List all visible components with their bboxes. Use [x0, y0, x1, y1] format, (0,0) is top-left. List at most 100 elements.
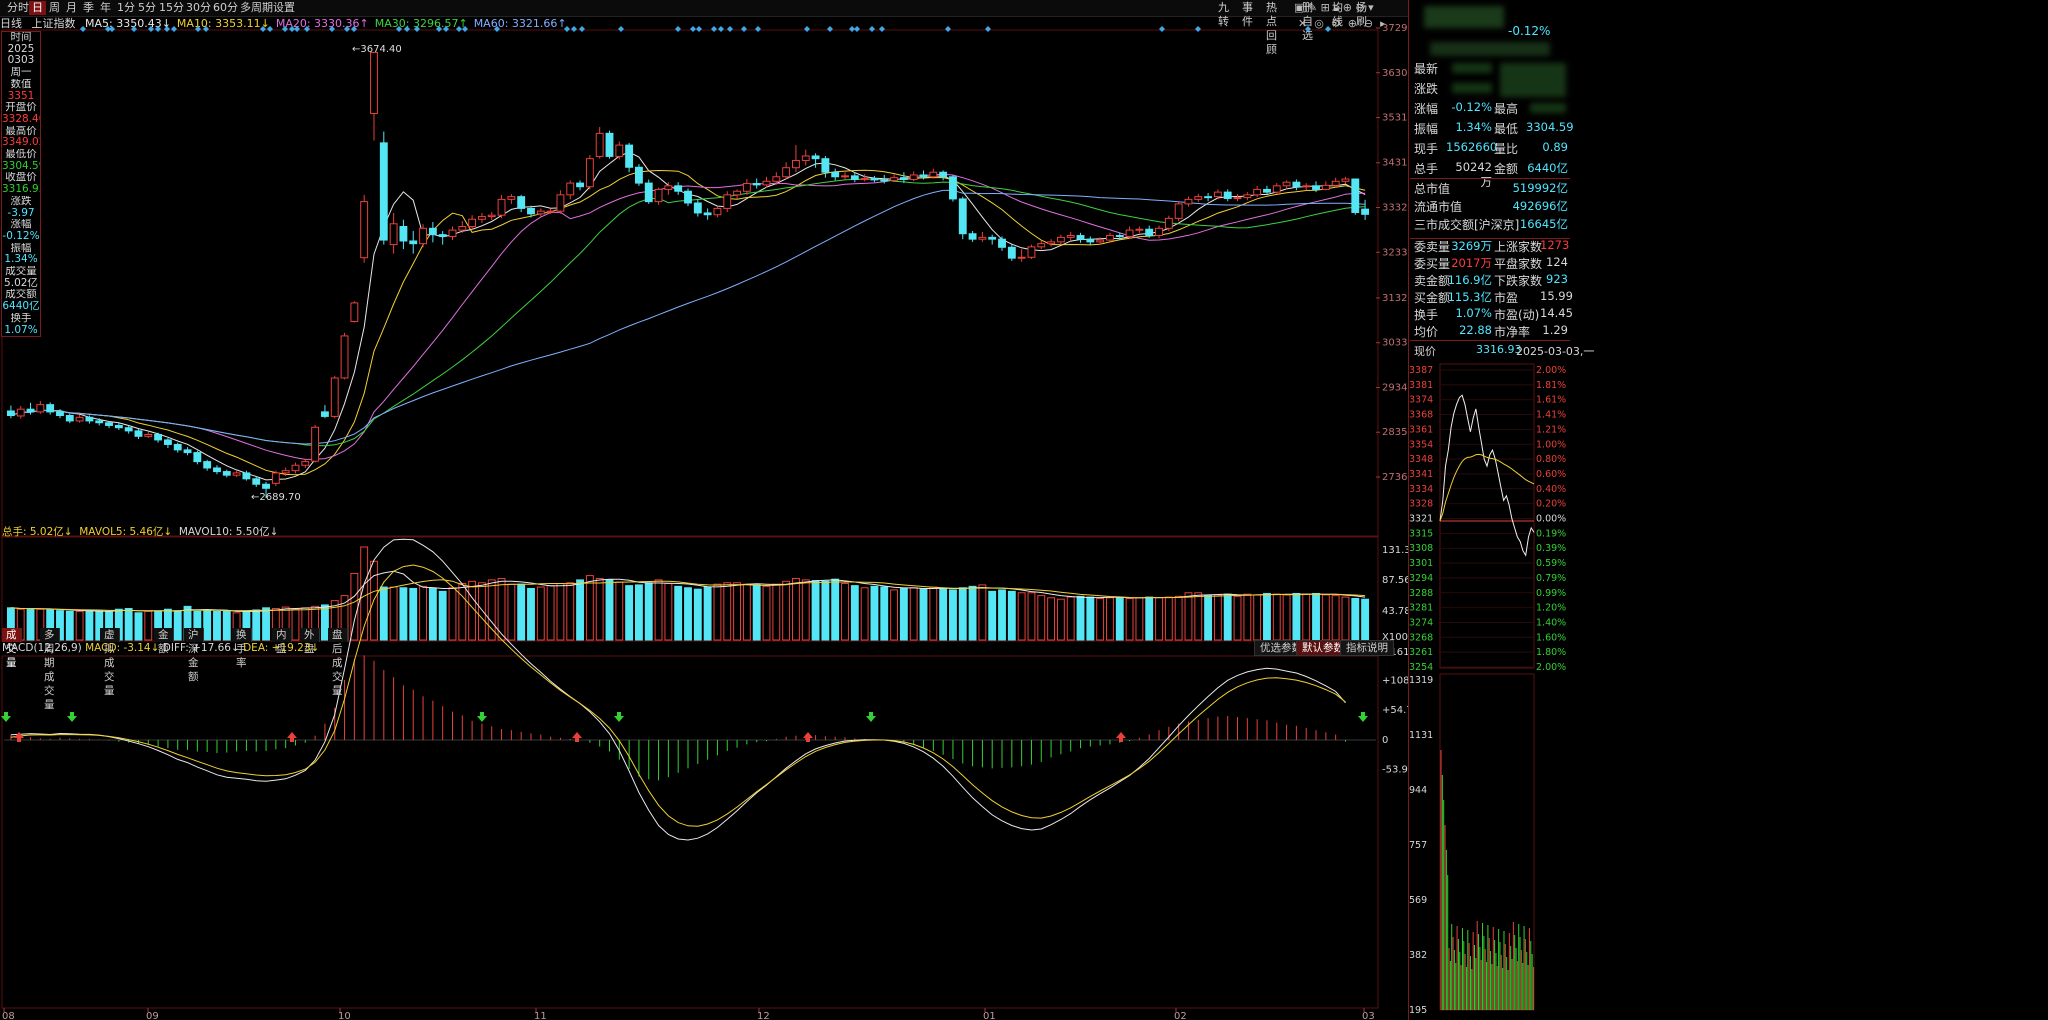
kline-chart[interactable]: 3729 3630 3531 3431 3332 3233 3132 3033 2934 2835…	[0, 16, 1408, 1020]
breadth-value2-0: 1273	[1540, 238, 1570, 252]
vol-axis-label-0: 131.35万	[1382, 545, 1408, 556]
signal-diamond-28	[571, 26, 577, 32]
image-icon[interactable]: ▣	[1294, 1, 1305, 14]
volume-bar	[625, 585, 634, 641]
volume-legend: 总手: 5.02亿↓ MAVOL5: 5.46亿↓ MAVOL10: 5.50亿…	[2, 524, 278, 539]
breadth-label2-1: 平盘家数	[1494, 257, 1543, 271]
target-icon[interactable]: ◎	[1314, 17, 1324, 30]
quote-value2-redacted-2	[1530, 103, 1566, 113]
settings-icon[interactable]: ⚙	[1330, 17, 1341, 30]
period-button-3[interactable]: 月	[66, 1, 77, 14]
quote-label2-2: 最高	[1494, 102, 1519, 116]
volume-tab-1[interactable]: 多周期成交量	[40, 628, 60, 711]
candle	[556, 190, 565, 214]
period-button-7[interactable]: 5分	[138, 1, 156, 14]
candle	[340, 332, 349, 380]
x-label-5: 01	[983, 1011, 996, 1020]
candle	[1164, 215, 1173, 232]
volume-tab-3[interactable]: 金额	[154, 628, 174, 655]
breadth-label-3: 买金额	[1414, 291, 1451, 305]
toolbar-right-button-2[interactable]: 热点回顾	[1266, 1, 1277, 56]
period-button-5[interactable]: 年	[100, 1, 111, 14]
volume-tab-0[interactable]: 成交量	[2, 628, 22, 669]
volume-bar	[978, 584, 987, 641]
candle	[222, 469, 231, 478]
signal-diamond-2	[109, 26, 115, 32]
intraday-price-label-6: 3348	[1409, 454, 1433, 465]
lock-icon[interactable]: 🔒︎	[1333, 1, 1340, 14]
candle	[26, 402, 35, 415]
period-button-10[interactable]: 60分	[213, 1, 238, 14]
low-value: 2689.70	[259, 492, 301, 503]
candle	[988, 234, 997, 245]
zoom-out-icon[interactable]: ⊖	[1355, 1, 1365, 14]
index-name: 上证指数	[31, 17, 76, 30]
volume-bar	[703, 586, 712, 641]
default-params-button[interactable]: 默认参数	[1296, 640, 1350, 656]
intraday-pct-label-11: 0.19%	[1536, 528, 1566, 539]
toolbar-right-button-0[interactable]: 九转	[1218, 1, 1229, 28]
intraday-vol-label-0: 1319	[1409, 675, 1433, 686]
period-button-12[interactable]: 设置	[273, 1, 295, 14]
volume-tab-5[interactable]: 换手率	[232, 628, 252, 669]
candle	[566, 180, 575, 200]
toolbar-right-button-1[interactable]: 事件	[1242, 1, 1253, 28]
volume-bar	[419, 585, 427, 641]
period-button-11[interactable]: 多周期	[240, 1, 273, 14]
candle	[978, 231, 987, 242]
candle	[46, 402, 55, 415]
candle	[1282, 180, 1291, 190]
candle	[703, 208, 712, 220]
volume-bar	[1086, 596, 1095, 641]
grid-icon[interactable]: ⊞	[1320, 1, 1330, 14]
period-button-8[interactable]: 15分	[159, 1, 184, 14]
vol-total: 总手: 5.02亿↓	[2, 526, 73, 538]
candle	[1106, 232, 1114, 242]
volume-tab-4[interactable]: 沪深金额	[184, 628, 204, 683]
macd-axis-label-0: +161.1	[1382, 647, 1408, 658]
candle	[65, 413, 74, 424]
dea-value: DEA: +19.23↓	[243, 642, 320, 654]
toolbar-right-button-5[interactable]: 扬刷	[1356, 1, 1367, 28]
high-value: 3674.40	[360, 44, 402, 55]
cross-icon[interactable]: ✕	[1298, 17, 1308, 30]
period-button-6[interactable]: 1分	[117, 1, 135, 14]
macd-legend: MACD(12,26,9) MACD: -3.14↓ DIFF: +17.66↓…	[2, 642, 319, 654]
volume-tab-8[interactable]: 盘后成交量	[328, 628, 348, 697]
candle	[252, 476, 261, 487]
intraday-pct-label-18: 1.60%	[1536, 632, 1566, 643]
intraday-chart[interactable]: 3387 3381 3374 3368 3361 3354 3348 3341 3334 3328…	[1408, 360, 1568, 1020]
intraday-price-label-20: 3254	[1409, 662, 1433, 673]
volume-tab-2[interactable]: 虚拟成交量	[100, 628, 120, 697]
volume-bar	[320, 604, 329, 641]
pen-icon[interactable]: ✎	[1307, 1, 1318, 14]
volume-bar	[654, 579, 663, 641]
menu-icon[interactable]: ▾	[1368, 1, 1374, 14]
zoom-out-icon-2[interactable]: ⊖	[1363, 17, 1374, 30]
signal-diamond-8	[195, 26, 201, 32]
volume-tab-7[interactable]: 外盘	[300, 628, 320, 655]
candle	[1037, 240, 1046, 250]
volume-bar	[252, 609, 261, 641]
period-button-9[interactable]: 30分	[186, 1, 211, 14]
candle	[213, 465, 221, 475]
volume-bar	[536, 586, 545, 641]
zoom-in-icon[interactable]: ⊕	[1342, 1, 1352, 14]
toolbar-right-button-3[interactable]: 删自选	[1302, 1, 1313, 42]
volume-tab-6[interactable]: 内盘	[272, 628, 292, 655]
macd-pane-frame	[1, 655, 1379, 1009]
optimal-params-button[interactable]: 优选参数	[1254, 640, 1308, 656]
zoom-in-icon-2[interactable]: ⊕	[1347, 17, 1357, 30]
period-button-2[interactable]: 周	[49, 1, 60, 14]
x-label-4: 12	[757, 1011, 770, 1020]
period-button-1[interactable]: 日	[29, 1, 46, 15]
volume-bar	[1263, 592, 1271, 641]
indicator-help-button[interactable]: 指标说明	[1340, 640, 1394, 656]
quote-label2-3: 最低	[1494, 122, 1519, 136]
period-button-0[interactable]: 分时	[7, 1, 29, 14]
volume-bar	[1184, 592, 1193, 641]
next-icon[interactable]: ▸	[1380, 17, 1386, 30]
period-button-4[interactable]: 季	[83, 1, 94, 14]
toolbar-right-button-4[interactable]: 均线	[1332, 1, 1343, 28]
volume-bar	[1243, 593, 1252, 641]
